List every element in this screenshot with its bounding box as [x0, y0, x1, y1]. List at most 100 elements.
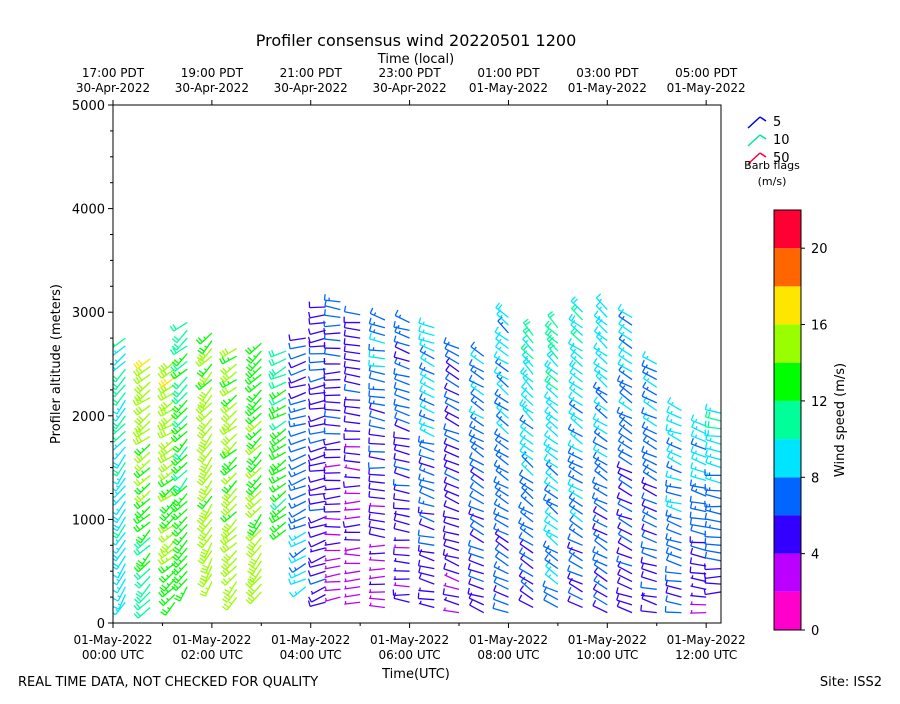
barb-feather [344, 384, 345, 390]
barb-feather [289, 524, 291, 530]
barb-feather [160, 517, 164, 521]
barb-shaft [324, 333, 340, 334]
barb-half-feather [500, 377, 502, 379]
barb-feather [494, 476, 496, 481]
wind-barb [594, 483, 608, 496]
barb-feather [159, 367, 163, 372]
barb-shaft [544, 600, 558, 608]
barb-shaft [369, 378, 384, 382]
barb-feather [545, 570, 549, 575]
wind-barb [344, 537, 360, 540]
barb-shaft [369, 605, 385, 607]
top-tick-label-time: 03:00 PDT [576, 66, 639, 80]
barb-feather [269, 487, 272, 492]
barb-feather [443, 588, 444, 594]
barb-feather [419, 464, 421, 470]
barb-feather [223, 564, 227, 568]
barb-half-feather [346, 465, 347, 468]
wind-barb [667, 461, 682, 473]
barb-shaft [446, 379, 459, 388]
wind-barb [98, 460, 113, 472]
y-tick-label: 3000 [72, 306, 105, 321]
barb-feather [161, 365, 165, 370]
barb-feather [198, 459, 203, 463]
barb-feather [272, 423, 275, 428]
barb-feather [691, 415, 693, 421]
barb-half-feather [254, 457, 256, 459]
barb-half-feather [167, 513, 169, 515]
wind-barb [98, 569, 113, 581]
barb-shaft [113, 338, 126, 348]
barb-shaft [691, 476, 706, 480]
barb-half-feather [646, 426, 647, 429]
barb-half-feather [179, 405, 181, 407]
wind-barb [289, 532, 306, 540]
wind-barb [704, 572, 721, 578]
wind-barb [690, 601, 706, 604]
barb-feather [494, 460, 497, 465]
barb-shaft [290, 385, 306, 388]
barb-feather [666, 495, 667, 501]
barb-feather [109, 367, 113, 372]
barb-feather [163, 418, 167, 423]
barb-feather [109, 343, 113, 348]
barb-shaft [102, 538, 113, 550]
barb-feather [248, 426, 252, 430]
barb-half-feather [573, 529, 575, 531]
barb-feather [470, 482, 473, 487]
barb-feather [158, 433, 161, 438]
wind-barb [667, 438, 682, 450]
wind-barb [221, 434, 237, 445]
barb-feather [100, 567, 105, 571]
wind-barb [706, 473, 721, 483]
barb-shaft [666, 593, 681, 597]
barb-shaft [444, 569, 459, 574]
wind-barb [691, 583, 707, 589]
wind-barb [369, 603, 385, 608]
barb-feather [446, 374, 449, 379]
barb-feather [139, 416, 143, 420]
barb-feather [471, 350, 474, 355]
wind-barb [369, 521, 385, 530]
barb-feather [248, 371, 252, 375]
barb-feather [523, 369, 527, 374]
barb-half-feather [117, 409, 120, 411]
barb-feather [111, 418, 116, 422]
barb-feather [223, 509, 227, 513]
barb-feather [569, 392, 572, 397]
barb-feather [272, 526, 276, 531]
barb-feather [345, 368, 346, 374]
barb-shaft [619, 488, 633, 497]
barb-feather [100, 458, 104, 462]
barb-half-feather [710, 438, 711, 441]
barb-feather [642, 500, 644, 506]
barb-half-feather [524, 528, 526, 530]
barb-shaft [344, 344, 360, 346]
barb-feather [289, 558, 292, 563]
barb-half-feather [500, 408, 502, 410]
barb-shaft [494, 504, 508, 511]
barb-shaft [325, 574, 341, 578]
wind-barb [324, 447, 340, 450]
barb-feather [444, 391, 446, 397]
barb-feather [325, 410, 326, 416]
barb-half-feather [526, 340, 528, 342]
barb-half-feather [179, 427, 181, 429]
barb-feather [594, 343, 597, 348]
wind-barb [324, 294, 340, 302]
barb-shaft [705, 569, 721, 570]
barb-feather [289, 579, 291, 585]
barb-half-feather [179, 583, 181, 585]
wind-barb [344, 444, 360, 447]
barb-shaft [344, 501, 360, 504]
barb-shaft [706, 448, 721, 452]
barb-feather [175, 598, 180, 601]
barb-feather [101, 538, 106, 541]
barb-shaft [344, 525, 360, 528]
barb-shaft [690, 502, 706, 504]
barb-feather [618, 359, 621, 364]
barb-shaft [369, 519, 385, 522]
barb-feather [495, 389, 498, 394]
barb-feather [309, 318, 310, 324]
wind-barb [100, 530, 113, 544]
